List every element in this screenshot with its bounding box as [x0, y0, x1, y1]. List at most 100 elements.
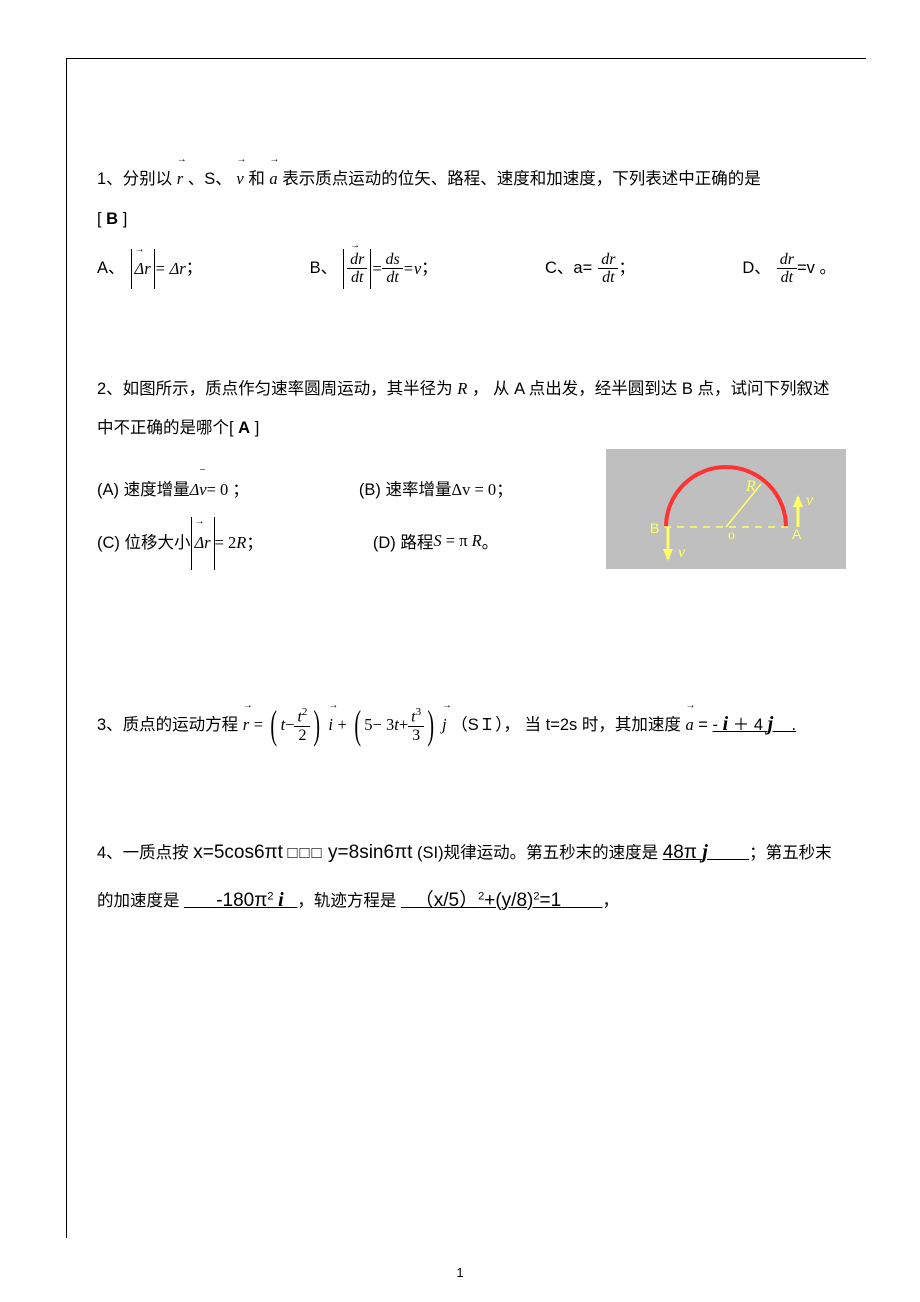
- q1-option-a: A、 Δr = Δ r ；: [97, 249, 202, 289]
- q4-text1: 4、一质点按: [97, 844, 193, 862]
- q4-ans1-j: j: [702, 841, 708, 863]
- q4-ans1-pad: [712, 844, 744, 862]
- q1-optB-v: v: [414, 249, 421, 289]
- q1-sep2: 和: [248, 170, 265, 188]
- arc: [666, 467, 786, 527]
- q1-sep1: 、S、: [188, 170, 237, 188]
- q3-ans-j: j: [768, 713, 774, 735]
- q4-x-eq: x=5cos6πt: [193, 842, 283, 863]
- q2-optD-S: S: [433, 531, 441, 550]
- q2-option-c: (C) 位移大小 Δr = 2 R ；: [97, 517, 263, 570]
- q4-ans2-pad1: [184, 892, 212, 910]
- q2-optA-eq: = 0 ；: [207, 464, 249, 517]
- q3-minus: −: [285, 705, 294, 745]
- question-1: 1、分别以 r 、S、 v 和 a 表示质点运动的位矢、路程、速度和加速度，下列…: [97, 159, 836, 289]
- q4-text5: ，: [602, 892, 619, 910]
- q1-optB-dt1: dt: [347, 269, 367, 287]
- q4-ans3-val1: （x/5）: [415, 890, 478, 911]
- q3-si: （SＩ）， 当 t=2s 时，其加速度: [451, 716, 681, 734]
- q2-R: R: [457, 379, 467, 398]
- q1-optC-dt: dt: [598, 269, 618, 287]
- q2-optC-semi: ；: [246, 517, 263, 570]
- q2-optD-label: (D) 路程: [373, 517, 434, 570]
- q1-option-b: B、 drdt = dsdt = v ；: [310, 249, 438, 289]
- q3-eq2: =: [698, 716, 712, 734]
- diagram-label-v1: v: [678, 544, 686, 561]
- diagram-label-v2: v: [806, 492, 814, 509]
- q4-boxes: □□□: [288, 844, 324, 862]
- q3-plus2: +: [399, 705, 408, 745]
- q1-optC-label: C、a=: [545, 249, 592, 289]
- page-border: 1、分别以 r 、S、 v 和 a 表示质点运动的位矢、路程、速度和加速度，下列…: [66, 58, 866, 1238]
- q1-optA-dr-vec: Δr: [135, 249, 151, 289]
- q1-optC-semi: ；: [618, 249, 635, 289]
- q2-optB-semi: ；: [496, 464, 513, 517]
- arrow-b-head: [663, 549, 673, 561]
- q4-answer2: -180π2 i: [184, 892, 297, 910]
- q1-optB-dr: dr: [350, 251, 364, 269]
- diagram-label-R: R: [745, 478, 756, 495]
- q2-optC-dr: Δr: [195, 517, 211, 570]
- question-3: 3、质点的运动方程 r = ( t − t22 ) i + ( 5 − 3t +…: [97, 700, 836, 748]
- q4-answer1: 48π j: [663, 844, 749, 862]
- q4-ans3-plus: +(y/8): [484, 890, 533, 911]
- q3-den3: 3: [408, 727, 424, 745]
- diagram-label-o: o: [728, 528, 735, 543]
- q4-ans1-val: 48π: [663, 842, 703, 863]
- q2-text1: 2、如图所示，质点作匀速率圆周运动，其半径为: [97, 380, 457, 398]
- q3-minus3t-a: − 3: [373, 705, 395, 745]
- q3-ans-plus: ＋ 4: [733, 716, 768, 734]
- q3-period: .: [792, 716, 797, 734]
- q3-five: 5: [364, 705, 372, 745]
- q4-text2: (SI)规律运动。第五秒末的速度是: [417, 844, 658, 862]
- q3-j-vec: j: [442, 705, 447, 745]
- q1-a-vector: a: [269, 159, 277, 199]
- q1-optB-ds: ds: [382, 251, 402, 270]
- q3-eq: =: [254, 715, 267, 734]
- q1-optC-dr: dr: [598, 251, 618, 270]
- q2-optB-dv: Δv = 0: [452, 464, 497, 517]
- q2-optC-R: R: [236, 517, 246, 570]
- q2-answer: A: [238, 419, 250, 437]
- q2-optD-R: R: [472, 531, 482, 550]
- q1-optD-dt: dt: [777, 269, 797, 287]
- q2-bracket-close: ]: [255, 419, 260, 437]
- q1-optA-semi: ；: [186, 249, 203, 289]
- q1-option-c: C、a= drdt ；: [545, 249, 635, 289]
- q4-y-eq: y=8sin6πt: [328, 842, 412, 863]
- page-number: 1: [456, 1265, 463, 1280]
- q1-v-vector: v: [236, 159, 243, 199]
- q1-optA-label: A、: [97, 249, 125, 289]
- question-2: 2、如图所示，质点作匀速率圆周运动，其半径为 R ， 从 A 点出发，经半圆到达…: [97, 369, 836, 570]
- q4-ans2-pad2: [288, 892, 293, 910]
- q1-optB-eq1: =: [371, 249, 382, 289]
- q2-optA-label: (A) 速度增量: [97, 464, 190, 517]
- q1-text-after: 表示质点运动的位矢、路程、速度和加速度，下列表述中正确的是: [282, 170, 761, 188]
- q4-answer3: （x/5）2+(y/8)2=1: [401, 892, 602, 910]
- q4-ans3-pad2: [566, 892, 598, 910]
- q1-optB-semi: ；: [421, 249, 438, 289]
- q1-optB-dt2: dt: [382, 269, 402, 287]
- q1-optD-eq: =v 。: [797, 249, 836, 289]
- q4-ans2-i: i: [278, 889, 284, 911]
- semicircle-diagram: R B A o v v: [606, 449, 846, 569]
- q4-text4: ，轨迹方程是: [297, 892, 396, 910]
- q1-options: A、 Δr = Δ r ； B、 drdt = dsdt = v ； C、a=: [97, 249, 836, 289]
- q4-ans3-pad1: [401, 892, 410, 910]
- q4-ans3-eq: =1: [539, 890, 561, 911]
- q3-ans-i: i: [723, 713, 729, 735]
- q1-bracket-open: [: [97, 210, 106, 228]
- q3-a-vec: a: [685, 705, 693, 745]
- q3-exp3: 3: [416, 706, 422, 718]
- q2-optC-label: (C) 位移大小: [97, 517, 191, 570]
- q2-option-b: (B) 速率增量 Δv = 0 ；: [359, 464, 513, 517]
- q1-r-vector: r: [177, 159, 183, 199]
- q3-ans-minus: -: [713, 716, 723, 734]
- q4-ans2-exp: 2: [267, 890, 273, 902]
- q3-r-vec: r: [243, 705, 249, 745]
- q3-text1: 3、质点的运动方程: [97, 716, 238, 734]
- diagram-label-B: B: [650, 520, 659, 536]
- q1-bracket-close: ]: [123, 210, 128, 228]
- q2-option-d: (D) 路程 S = π R 。: [373, 517, 498, 570]
- q1-optA-eq: = Δ: [155, 249, 180, 289]
